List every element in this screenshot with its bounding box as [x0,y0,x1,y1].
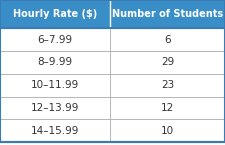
Text: 14–15.99: 14–15.99 [31,126,79,136]
Text: 10: 10 [161,126,174,136]
Bar [0,119,225,142]
Text: 10–11.99: 10–11.99 [31,80,79,90]
Text: Hourly Rate ($): Hourly Rate ($) [13,9,97,19]
Text: Number of Students: Number of Students [112,9,223,19]
Text: 23: 23 [161,80,174,90]
Text: 29: 29 [161,57,174,67]
Bar [0,74,225,97]
Bar [0,0,225,28]
Text: 12–13.99: 12–13.99 [31,103,79,113]
Bar [0,97,225,119]
Bar [0,51,225,74]
Text: 12: 12 [161,103,174,113]
Bar [0,28,225,51]
Text: 8–9.99: 8–9.99 [38,57,73,67]
Text: 6: 6 [164,35,171,45]
Text: 6–7.99: 6–7.99 [38,35,73,45]
